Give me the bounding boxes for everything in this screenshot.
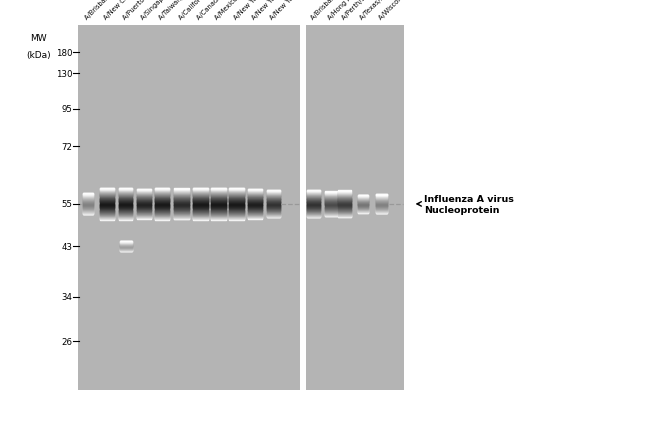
Text: 43: 43	[62, 242, 73, 251]
Text: A/New York/03/09 (H1N1): A/New York/03/09 (H1N1)	[268, 0, 333, 21]
Text: 55: 55	[62, 200, 73, 209]
Text: A/Canada/6294/09 (H1N1): A/Canada/6294/09 (H1N1)	[196, 0, 262, 21]
Text: A/Puerto Rico/8/34 (H1N1): A/Puerto Rico/8/34 (H1N1)	[121, 0, 187, 21]
Text: A/California/07/09 (H1N1): A/California/07/09 (H1N1)	[177, 0, 242, 21]
Text: 95: 95	[62, 105, 73, 114]
Text: Influenza A virus
Nucleoprotein: Influenza A virus Nucleoprotein	[424, 195, 514, 214]
Text: A/Hong Kong/8/68 (H3N2): A/Hong Kong/8/68 (H3N2)	[326, 0, 391, 21]
Text: 26: 26	[62, 337, 73, 346]
Text: A/New York/02/09 (H1N1): A/New York/02/09 (H1N1)	[250, 0, 314, 21]
Text: 72: 72	[62, 142, 73, 151]
Text: (kDa): (kDa)	[27, 50, 51, 59]
Text: A/Wisconsin/67/05 (H3N2): A/Wisconsin/67/05 (H3N2)	[377, 0, 443, 21]
Text: A/Brisbane/59/07 (H1N1): A/Brisbane/59/07 (H1N1)	[83, 0, 146, 21]
Text: A/New Cal/20/99 (H1N1): A/New Cal/20/99 (H1N1)	[103, 0, 164, 21]
Text: A/Taiwan/42/06 (H1N1): A/Taiwan/42/06 (H1N1)	[157, 0, 216, 21]
Text: 180: 180	[56, 49, 73, 57]
Text: A/Mexico/4108/09 (H1N1): A/Mexico/4108/09 (H1N1)	[214, 0, 278, 21]
Text: A/Singapore/63/04 (H1N1): A/Singapore/63/04 (H1N1)	[140, 0, 205, 21]
Text: 130: 130	[56, 69, 73, 79]
Text: MW: MW	[31, 34, 47, 43]
Text: A/Brisbane/10/07 (H3N2): A/Brisbane/10/07 (H3N2)	[309, 0, 372, 21]
Text: A/New York/01/09 (H1N1): A/New York/01/09 (H1N1)	[232, 0, 296, 21]
Text: 34: 34	[62, 293, 73, 302]
Text: A/Perth/16/09 (H3N2): A/Perth/16/09 (H3N2)	[340, 0, 395, 21]
Text: A/Texas/50/12 (H3N2): A/Texas/50/12 (H3N2)	[359, 0, 414, 21]
Bar	[78, 26, 300, 390]
Bar	[306, 26, 404, 390]
